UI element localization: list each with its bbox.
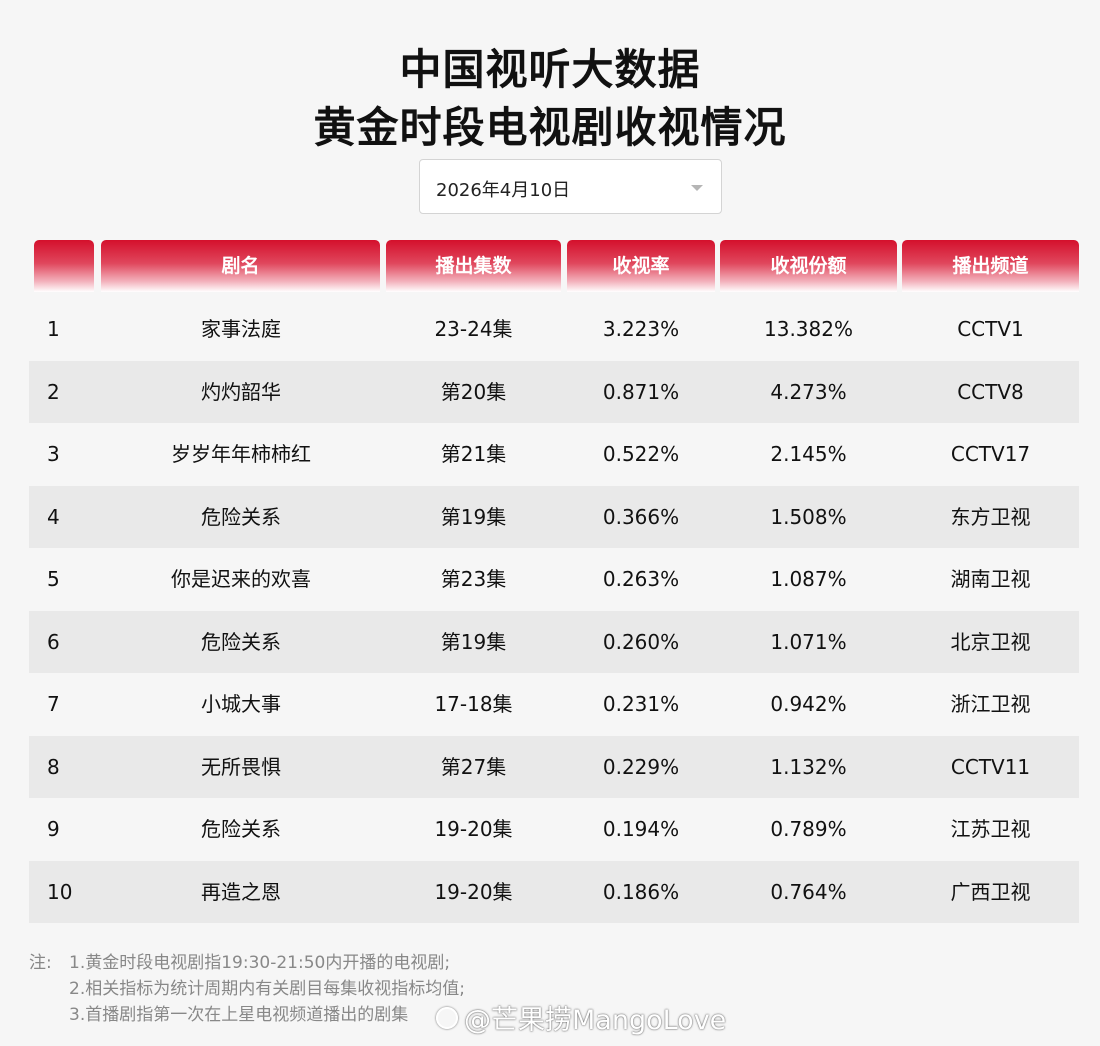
cell-name: 危险关系 bbox=[201, 504, 281, 529]
header-episodes: 播出集数 bbox=[386, 240, 561, 292]
cell-channel: CCTV11 bbox=[950, 754, 1031, 779]
table-row: 4 危险关系 第19集 0.366% 1.508% 东方卫视 bbox=[29, 485, 1079, 548]
cell-rating: 0.366% bbox=[602, 504, 680, 529]
cell-share: 0.764% bbox=[770, 879, 847, 904]
footnote-prefix: 注: bbox=[29, 953, 52, 973]
table-row: 10 再造之恩 19-20集 0.186% 0.764% 广西卫视 bbox=[29, 860, 1079, 923]
cell-episodes: 19-20集 bbox=[434, 879, 513, 904]
cell-channel: CCTV17 bbox=[950, 442, 1031, 466]
table-row: 1 家事法庭 23-24集 3.223% 13.382% CCTV1 bbox=[29, 298, 1079, 360]
cell-share: 1.508% bbox=[770, 504, 847, 529]
header-name: 剧名 bbox=[101, 240, 380, 292]
header-channel: 播出频道 bbox=[902, 240, 1079, 292]
cell-rating: 0.522% bbox=[602, 442, 680, 466]
cell-rank: 6 bbox=[47, 629, 60, 654]
page-subtitle: 黄金时段电视剧收视情况 bbox=[313, 103, 787, 152]
cell-share: 1.071% bbox=[770, 629, 847, 654]
cell-channel: 广西卫视 bbox=[950, 879, 1031, 904]
header-rating: 收视率 bbox=[567, 240, 715, 292]
date-select[interactable]: 2026年4月10日 bbox=[419, 159, 722, 214]
cell-name: 岁岁年年柿柿红 bbox=[171, 442, 311, 466]
weibo-logo-icon bbox=[436, 1006, 458, 1029]
cell-rating: 0.186% bbox=[602, 879, 680, 904]
cell-rank: 1 bbox=[47, 317, 60, 341]
cell-channel: 北京卫视 bbox=[950, 629, 1031, 654]
cell-rank: 10 bbox=[47, 879, 73, 904]
table-row: 6 危险关系 第19集 0.260% 1.071% 北京卫视 bbox=[29, 610, 1079, 673]
cell-episodes: 第21集 bbox=[440, 442, 507, 466]
watermark: @芒果捞MangoLove bbox=[436, 998, 726, 1037]
cell-rating: 0.260% bbox=[602, 629, 680, 654]
watermark-text: @芒果捞MangoLove bbox=[464, 1005, 727, 1036]
cell-share: 1.132% bbox=[770, 754, 847, 779]
cell-episodes: 第23集 bbox=[440, 567, 507, 591]
header-rank bbox=[34, 240, 94, 292]
cell-rank: 9 bbox=[47, 817, 60, 841]
cell-rank: 3 bbox=[47, 442, 60, 466]
cell-rank: 4 bbox=[47, 504, 60, 529]
cell-channel: CCTV8 bbox=[957, 379, 1024, 404]
table-row: 8 无所畏惧 第27集 0.229% 1.132% CCTV11 bbox=[29, 735, 1079, 798]
cell-rating: 3.223% bbox=[602, 317, 680, 341]
header-share: 收视份额 bbox=[720, 240, 897, 292]
cell-rank: 7 bbox=[47, 692, 60, 716]
footnote-2: 2.相关指标为统计周期内有关剧目每集收视指标均值; bbox=[69, 979, 465, 999]
chevron-down-icon[interactable] bbox=[691, 185, 703, 191]
cell-episodes: 19-20集 bbox=[434, 817, 513, 841]
footnote-3: 3.首播剧指第一次在上星电视频道播出的剧集 bbox=[69, 1005, 409, 1025]
cell-rank: 2 bbox=[47, 379, 60, 404]
cell-episodes: 第19集 bbox=[440, 629, 507, 654]
cell-name: 小城大事 bbox=[201, 692, 281, 716]
cell-channel: 湖南卫视 bbox=[950, 567, 1031, 591]
cell-share: 4.273% bbox=[770, 379, 847, 404]
cell-channel: CCTV1 bbox=[957, 317, 1024, 341]
cell-name: 危险关系 bbox=[201, 817, 281, 841]
page-title: 中国视听大数据 bbox=[399, 45, 701, 94]
cell-episodes: 第27集 bbox=[440, 754, 507, 779]
cell-episodes: 23-24集 bbox=[434, 317, 513, 341]
cell-name: 危险关系 bbox=[201, 629, 281, 654]
cell-share: 1.087% bbox=[770, 567, 847, 591]
footnote-1: 1.黄金时段电视剧指19:30-21:50内开播的电视剧; bbox=[69, 953, 451, 973]
table-row: 3 岁岁年年柿柿红 第21集 0.522% 2.145% CCTV17 bbox=[29, 423, 1079, 485]
cell-rating: 0.194% bbox=[602, 817, 680, 841]
cell-share: 0.942% bbox=[770, 692, 847, 716]
cell-rating: 0.871% bbox=[602, 379, 680, 404]
cell-name: 再造之恩 bbox=[201, 879, 281, 904]
cell-episodes: 第20集 bbox=[440, 379, 507, 404]
cell-share: 0.789% bbox=[770, 817, 847, 841]
table-row: 5 你是迟来的欢喜 第23集 0.263% 1.087% 湖南卫视 bbox=[29, 548, 1079, 610]
cell-channel: 江苏卫视 bbox=[950, 817, 1031, 841]
cell-rating: 0.263% bbox=[602, 567, 680, 591]
table-row: 7 小城大事 17-18集 0.231% 0.942% 浙江卫视 bbox=[29, 673, 1079, 735]
cell-share: 2.145% bbox=[770, 442, 847, 466]
cell-rating: 0.229% bbox=[602, 754, 680, 779]
cell-share: 13.382% bbox=[764, 317, 853, 341]
table-row: 2 灼灼韶华 第20集 0.871% 4.273% CCTV8 bbox=[29, 360, 1079, 423]
cell-channel: 东方卫视 bbox=[950, 504, 1031, 529]
cell-channel: 浙江卫视 bbox=[950, 692, 1031, 716]
cell-rank: 5 bbox=[47, 567, 60, 591]
cell-rating: 0.231% bbox=[602, 692, 680, 716]
cell-name: 家事法庭 bbox=[201, 317, 281, 341]
cell-rank: 8 bbox=[47, 754, 60, 779]
date-select-value: 2026年4月10日 bbox=[436, 180, 571, 201]
cell-name: 你是迟来的欢喜 bbox=[171, 567, 311, 591]
cell-episodes: 第19集 bbox=[440, 504, 507, 529]
table-row: 9 危险关系 19-20集 0.194% 0.789% 江苏卫视 bbox=[29, 798, 1079, 860]
cell-name: 无所畏惧 bbox=[201, 754, 281, 779]
cell-episodes: 17-18集 bbox=[434, 692, 513, 716]
cell-name: 灼灼韶华 bbox=[201, 379, 281, 404]
